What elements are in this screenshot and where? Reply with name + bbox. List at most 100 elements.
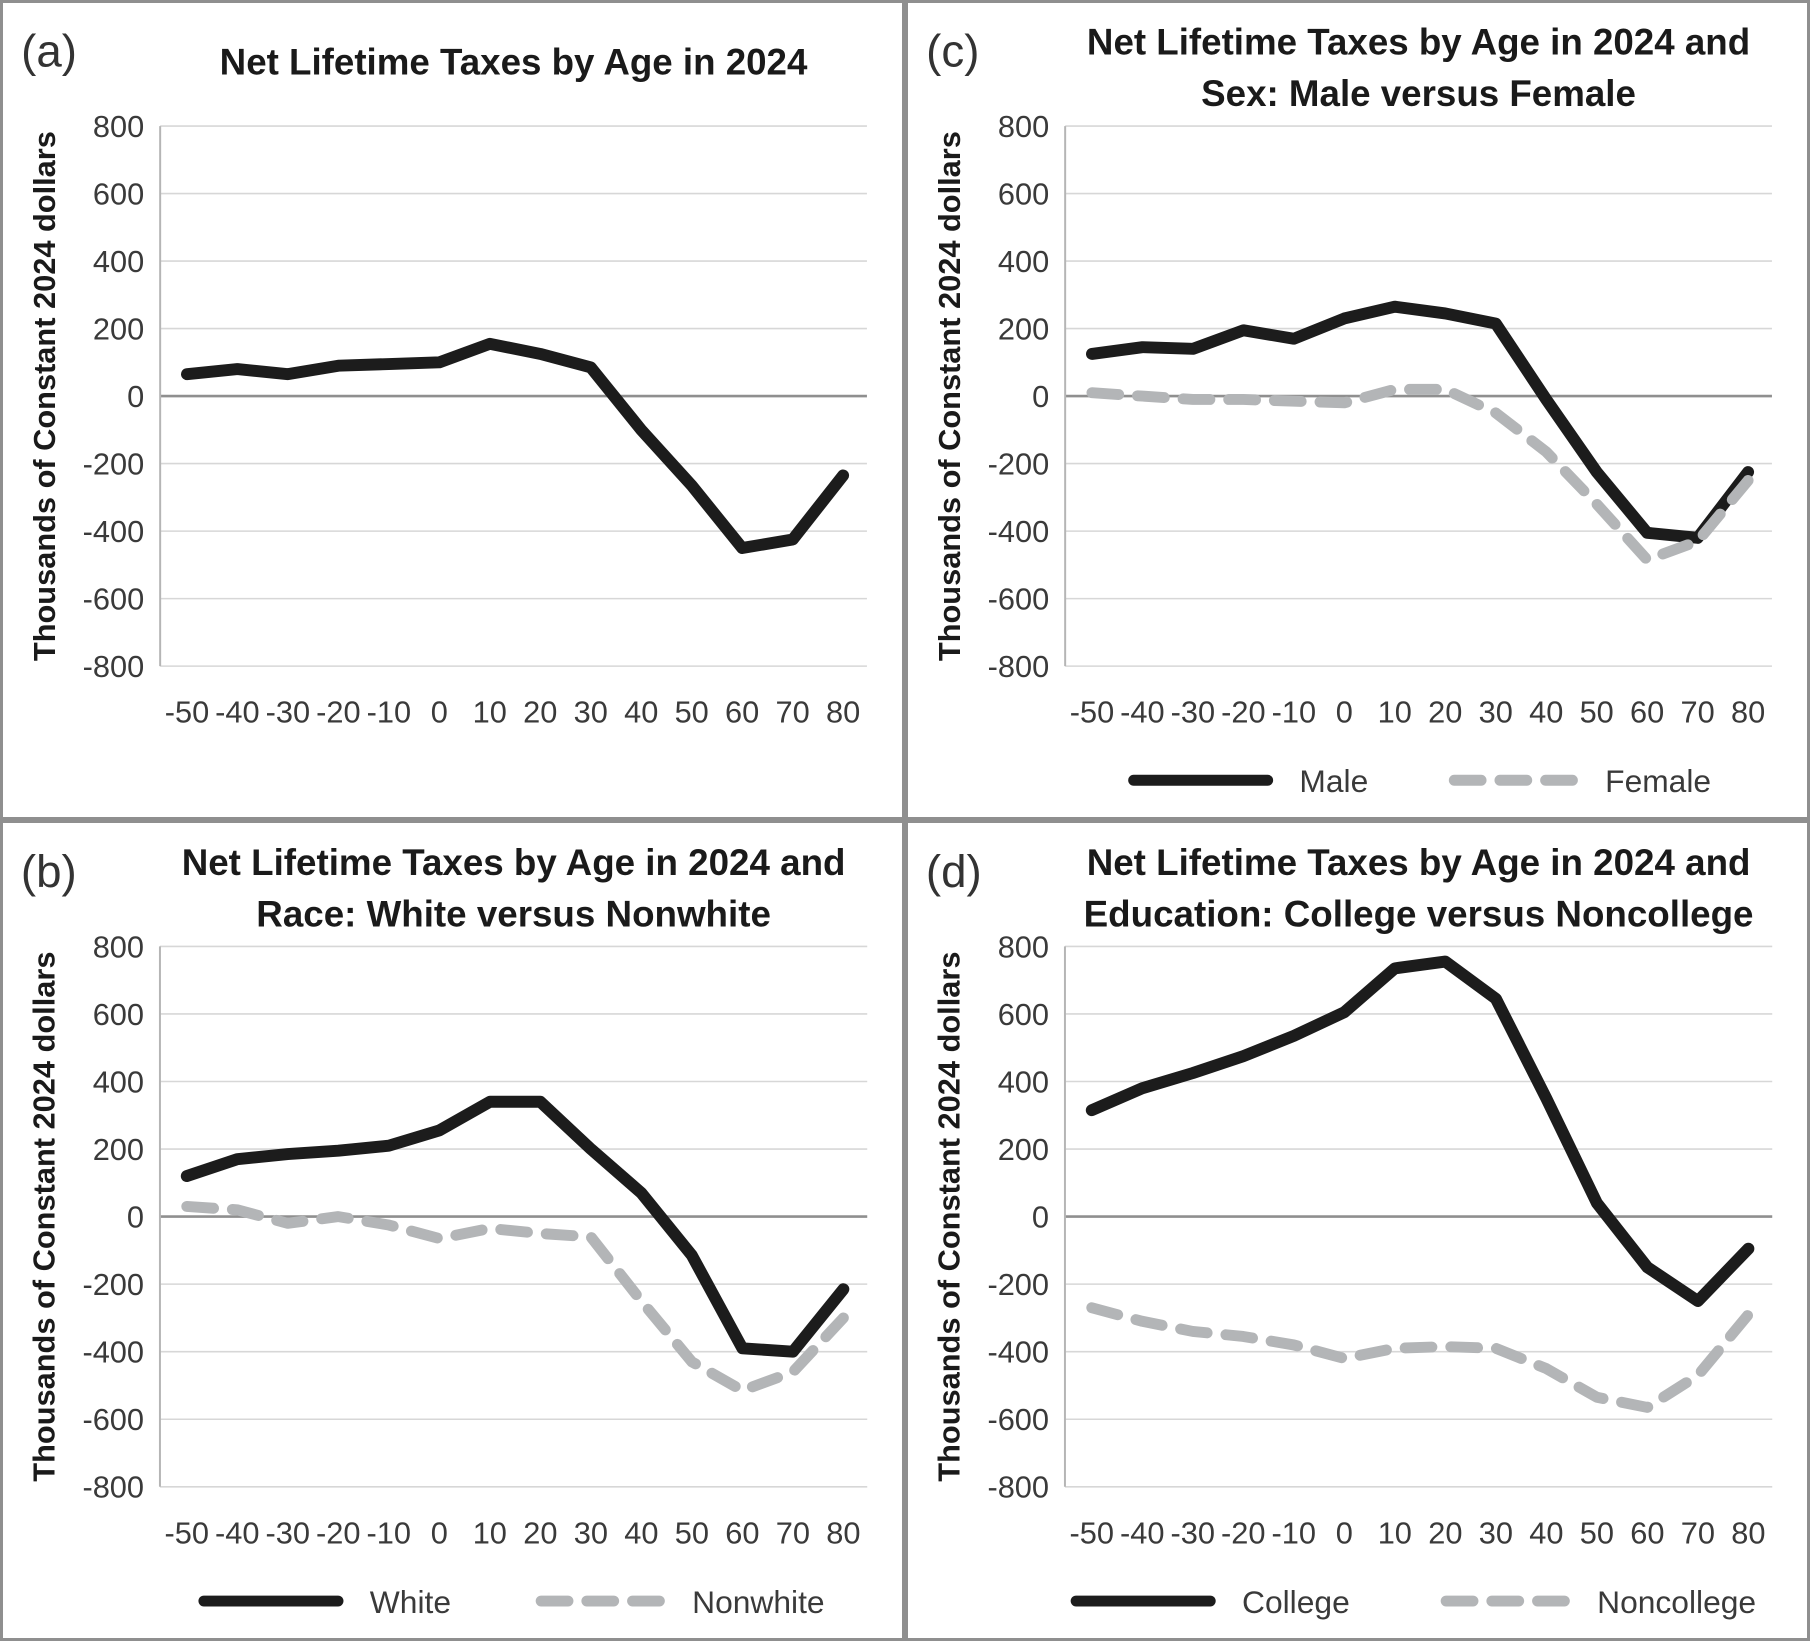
panel-title-line: Education: College versus Noncollege bbox=[1084, 894, 1754, 935]
y-tick-label: -800 bbox=[83, 649, 145, 684]
x-tick-label: 40 bbox=[1529, 1515, 1563, 1550]
panel-b: 800 600 400 200 0 -200 -400 -600 -800 -50 -40 -30 -2… bbox=[0, 820, 905, 1641]
y-tick-label: -400 bbox=[988, 514, 1050, 549]
y-tick-label: -200 bbox=[987, 1267, 1049, 1302]
x-tick-label: -10 bbox=[367, 695, 411, 730]
panel-letter: (a) bbox=[21, 26, 77, 77]
x-tick-label: -40 bbox=[215, 695, 259, 730]
y-tick-label: -400 bbox=[82, 1335, 144, 1370]
x-tick-label: -30 bbox=[1171, 1515, 1216, 1550]
y-tick-label: -800 bbox=[988, 649, 1050, 684]
x-tick-label: 80 bbox=[1731, 695, 1765, 730]
x-tick-label: -30 bbox=[266, 695, 310, 730]
y-tick-label: 0 bbox=[127, 1200, 144, 1235]
x-tick-label: -20 bbox=[1221, 1515, 1266, 1550]
legend-label-female: Female bbox=[1605, 763, 1711, 799]
y-tick-label: -200 bbox=[83, 447, 145, 482]
y-tick-label: 400 bbox=[93, 1064, 144, 1099]
x-tick-label: 70 bbox=[1681, 1515, 1715, 1550]
series-line-white bbox=[180, 1095, 850, 1358]
x-tick-label: 80 bbox=[1731, 1515, 1765, 1550]
x-tick-label: 10 bbox=[1378, 1515, 1412, 1550]
x-tick-label: -50 bbox=[1070, 1515, 1115, 1550]
y-tick-label: 200 bbox=[93, 312, 144, 347]
x-tick-label: 0 bbox=[431, 695, 448, 730]
y-tick-label: -400 bbox=[987, 1335, 1049, 1370]
x-tick-label: 50 bbox=[1580, 695, 1614, 730]
y-tick-label: -800 bbox=[82, 1470, 144, 1505]
y-tick-label: 200 bbox=[998, 1132, 1049, 1167]
x-tick-label: 80 bbox=[826, 695, 860, 730]
y-tick-label: -800 bbox=[987, 1470, 1049, 1505]
y-tick-label: 400 bbox=[998, 1064, 1049, 1099]
y-tick-label: 600 bbox=[998, 997, 1049, 1032]
panel-title-line: Sex: Male versus Female bbox=[1201, 73, 1636, 114]
y-tick-label: 800 bbox=[93, 929, 144, 964]
y-tick-label: 0 bbox=[1032, 379, 1049, 414]
x-tick-label: 70 bbox=[776, 695, 810, 730]
x-tick-label: -20 bbox=[316, 695, 360, 730]
y-tick-label: 600 bbox=[998, 177, 1049, 212]
x-tick-label: -10 bbox=[1272, 1515, 1317, 1550]
x-tick-label: -40 bbox=[1120, 1515, 1165, 1550]
y-tick-label: 400 bbox=[998, 244, 1049, 279]
x-tick-label: 60 bbox=[1630, 695, 1664, 730]
y-tick-label: 800 bbox=[998, 929, 1049, 964]
x-tick-label: -20 bbox=[316, 1515, 361, 1550]
x-tick-label: -50 bbox=[165, 695, 209, 730]
x-tick-label: 30 bbox=[1479, 1515, 1513, 1550]
x-tick-label: 0 bbox=[431, 1515, 448, 1550]
series-line-male bbox=[1086, 300, 1755, 544]
y-axis-title: Thousands of Constant 2024 dollars bbox=[932, 951, 967, 1481]
panel-title-line: Net Lifetime Taxes by Age in 2024 and bbox=[1087, 22, 1750, 63]
x-tick-label: 10 bbox=[1378, 695, 1412, 730]
x-tick-label: 10 bbox=[473, 1515, 507, 1550]
legend-label-male: Male bbox=[1299, 763, 1368, 799]
x-tick-label: 10 bbox=[473, 695, 507, 730]
legend-label-nonwhite: Nonwhite bbox=[692, 1584, 824, 1620]
y-tick-label: 600 bbox=[93, 177, 144, 212]
panel-c: 800 600 400 200 0 -200 -400 -600 -800 -50 -40 -30 -2… bbox=[905, 0, 1810, 820]
series-line-noncollege bbox=[1086, 1302, 1754, 1413]
y-tick-label: -400 bbox=[83, 514, 145, 549]
x-tick-label: 20 bbox=[1428, 1515, 1462, 1550]
panel-d: 800 600 400 200 0 -200 -400 -600 -800 -50 -40 -30 -2… bbox=[905, 820, 1810, 1641]
panel-letter: (c) bbox=[926, 26, 979, 77]
x-tick-label: 80 bbox=[826, 1515, 860, 1550]
y-tick-label: 400 bbox=[93, 244, 144, 279]
y-tick-label: 0 bbox=[1032, 1200, 1049, 1235]
x-tick-label: -20 bbox=[1221, 695, 1265, 730]
panel-letter: (b) bbox=[21, 846, 77, 897]
x-tick-label: 60 bbox=[725, 1515, 759, 1550]
x-tick-label: 50 bbox=[675, 1515, 709, 1550]
x-tick-label: -40 bbox=[1120, 695, 1164, 730]
panel-title-line: Net Lifetime Taxes by Age in 2024 and bbox=[182, 842, 846, 883]
panel-letter: (d) bbox=[926, 846, 982, 897]
x-tick-label: 50 bbox=[675, 695, 709, 730]
y-axis-title: Thousands of Constant 2024 dollars bbox=[932, 131, 967, 661]
x-tick-label: 60 bbox=[725, 695, 759, 730]
y-tick-label: 600 bbox=[93, 997, 144, 1032]
legend-label-noncollege: Noncollege bbox=[1597, 1584, 1756, 1620]
y-axis-title: Thousands of Constant 2024 dollars bbox=[27, 951, 62, 1481]
panel-title-line: Net Lifetime Taxes by Age in 2024 bbox=[220, 41, 808, 82]
x-tick-label: 70 bbox=[776, 1515, 810, 1550]
series-line-female bbox=[1086, 383, 1754, 566]
x-tick-label: 0 bbox=[1336, 695, 1353, 730]
y-tick-label: 800 bbox=[93, 109, 144, 144]
y-tick-label: 200 bbox=[998, 312, 1049, 347]
x-tick-label: 60 bbox=[1630, 1515, 1664, 1550]
x-tick-label: 20 bbox=[523, 695, 557, 730]
legend-label-white: White bbox=[370, 1584, 451, 1620]
x-tick-label: -10 bbox=[367, 1515, 412, 1550]
x-tick-label: -50 bbox=[165, 1515, 210, 1550]
x-tick-label: 20 bbox=[1428, 695, 1462, 730]
x-tick-label: -30 bbox=[1171, 695, 1215, 730]
panel-title-line: Race: White versus Nonwhite bbox=[256, 894, 771, 935]
x-tick-label: -50 bbox=[1070, 695, 1114, 730]
panel-title-line: Net Lifetime Taxes by Age in 2024 and bbox=[1087, 842, 1751, 883]
x-tick-label: -10 bbox=[1272, 695, 1316, 730]
